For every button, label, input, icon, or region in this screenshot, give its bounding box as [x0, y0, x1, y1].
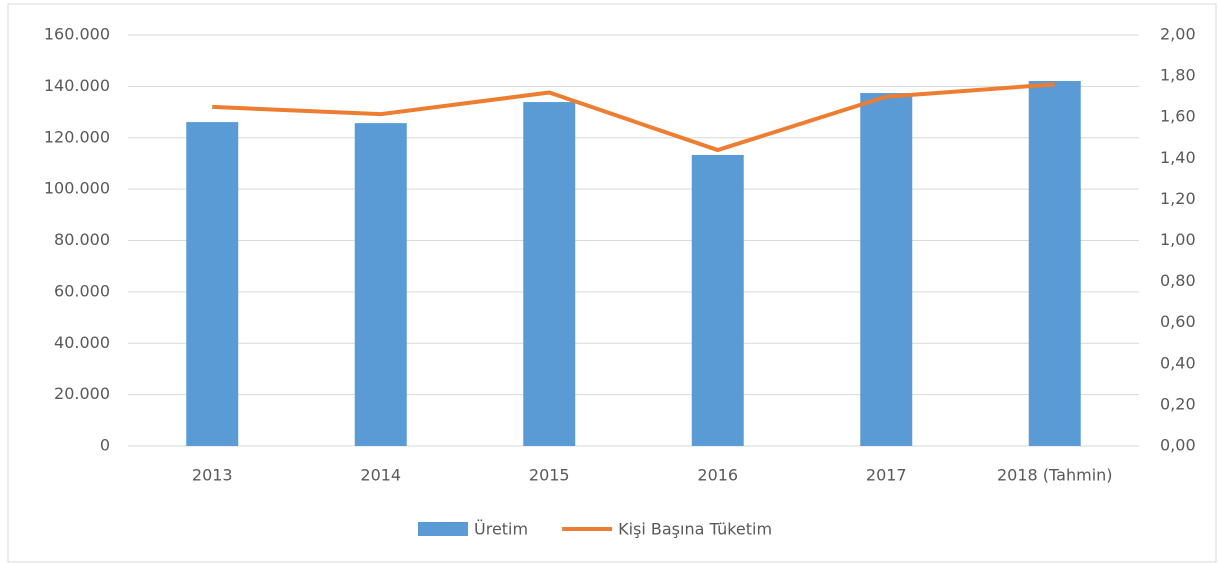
y2-tick-label: 0,80 [1160, 271, 1196, 290]
y-tick-label: 60.000 [54, 281, 110, 300]
y-tick-label: 0 [100, 436, 110, 455]
x-tick-label: 2014 [360, 466, 401, 485]
legend-label: Üretim [474, 520, 528, 539]
y2-tick-label: 0,00 [1160, 436, 1196, 455]
bar [860, 93, 913, 447]
legend-label: Kişi Başına Tüketim [618, 520, 772, 539]
x-tick-label: 2013 [192, 466, 233, 485]
x-tick-label: 2017 [866, 466, 907, 485]
y2-tick-label: 1,00 [1160, 230, 1196, 249]
y2-tick-label: 1,80 [1160, 66, 1196, 85]
y2-tick-label: 0,40 [1160, 353, 1196, 372]
y2-tick-label: 1,60 [1160, 107, 1196, 126]
legend-swatch [418, 522, 468, 536]
line [212, 82, 1055, 153]
bar [354, 123, 407, 446]
y-tick-label: 120.000 [44, 127, 110, 146]
x-tick-label: 2015 [529, 466, 570, 485]
y-tick-label: 140.000 [44, 76, 110, 95]
y2-tick-label: 0,60 [1160, 312, 1196, 331]
y-tick-label: 160.000 [44, 25, 110, 44]
bar [1028, 80, 1081, 446]
y2-tick-label: 0,20 [1160, 394, 1196, 413]
x-tick-label: 2016 [697, 466, 738, 485]
y-tick-label: 20.000 [54, 384, 110, 403]
y2-tick-label: 1,40 [1160, 148, 1196, 167]
y-tick-label: 100.000 [44, 179, 110, 198]
y2-tick-label: 1,20 [1160, 189, 1196, 208]
bar [691, 154, 744, 446]
y-tick-label: 80.000 [54, 230, 110, 249]
bar [186, 122, 239, 446]
y2-tick-label: 2,00 [1160, 25, 1196, 44]
y-tick-label: 40.000 [54, 333, 110, 352]
bar [523, 102, 576, 446]
x-tick-label: 2018 (Tahmin) [997, 466, 1113, 485]
